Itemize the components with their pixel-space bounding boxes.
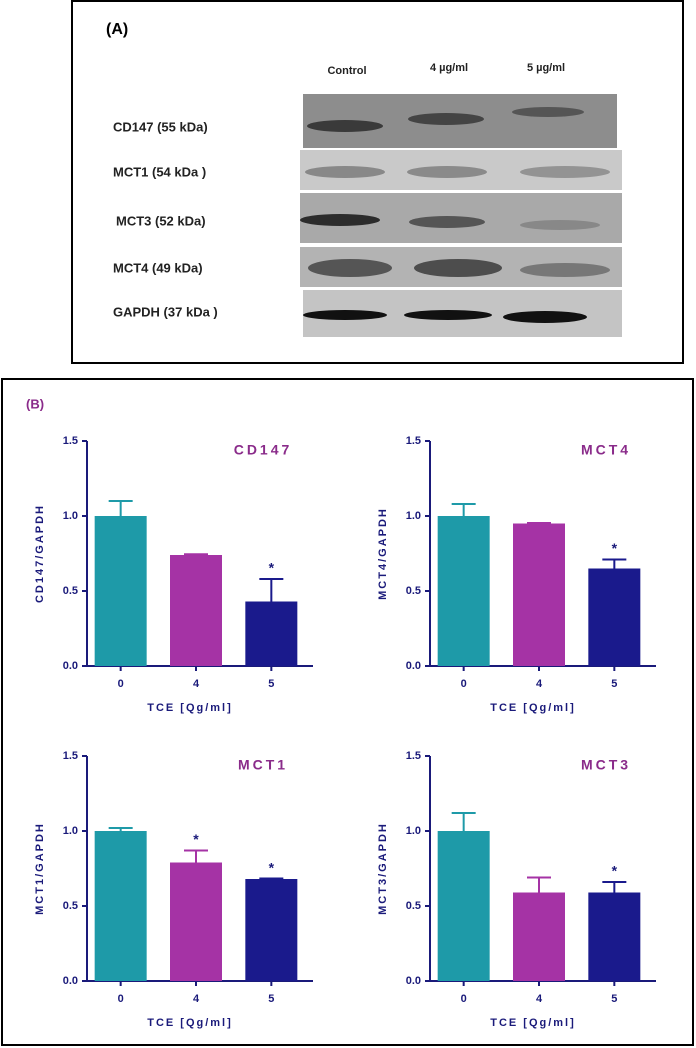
y-axis-title: MCT4/GAPDH [377,507,389,600]
bar [588,892,641,981]
x-tick-label: 4 [536,678,543,690]
x-axis-title: TCE [Qg/ml] [147,702,233,714]
x-tick-label: 5 [268,993,274,1005]
x-tick-label: 4 [193,993,200,1005]
chart-title: CD147 [234,442,293,458]
y-tick-label: 1.5 [63,750,78,762]
y-tick-label: 0.0 [63,660,78,672]
bar [245,879,298,981]
error-bar [451,503,476,516]
y-tick-label: 0.5 [406,585,421,597]
bar [437,516,490,666]
y-tick-label: 1.5 [63,435,78,447]
y-tick-label: 0.5 [406,900,421,912]
significance-mark: * [612,863,618,879]
chart-title: MCT3 [581,757,631,773]
x-tick-label: 5 [611,678,617,690]
significance-mark: * [193,831,199,847]
error-bar [602,558,627,569]
row-label: CD147 (55 kDa) [113,119,208,134]
y-tick-label: 1.5 [406,750,421,762]
x-tick-label: 0 [461,678,467,690]
lane-label: 5 µg/ml [527,62,565,74]
y-tick-label: 1.0 [63,825,78,837]
y-tick-label: 0.5 [63,900,78,912]
row-label: MCT1 (54 kDa ) [113,164,206,179]
significance-mark: * [269,560,275,576]
panel-b-label: (B) [26,396,44,411]
y-tick-label: 0.5 [63,585,78,597]
bar [94,831,147,981]
lane-label: 4 µg/ml [430,62,468,74]
row-label: MCT4 (49 kDa) [113,260,203,275]
chart-title: MCT4 [581,442,631,458]
x-tick-label: 4 [536,993,543,1005]
x-axis-title: TCE [Qg/ml] [490,702,576,714]
bar [437,831,490,981]
y-tick-label: 1.0 [63,510,78,522]
y-axis-title: MCT1/GAPDH [34,822,46,915]
x-tick-label: 5 [268,678,274,690]
y-axis-title: CD147/GAPDH [34,504,46,603]
y-tick-label: 1.5 [406,435,421,447]
y-tick-label: 0.0 [406,660,421,672]
bar [94,516,147,666]
error-bar [184,849,208,863]
y-tick-label: 1.0 [406,510,421,522]
y-tick-label: 1.0 [406,825,421,837]
error-bar [602,881,627,893]
error-bar [184,553,208,556]
bar [588,568,641,666]
row-label: GAPDH (37 kDa ) [113,304,218,319]
x-axis-title: TCE [Qg/ml] [147,1017,233,1029]
panel-a-label: (A) [106,21,128,38]
error-bar [108,827,133,831]
y-tick-label: 0.0 [406,975,421,987]
error-bar [527,876,551,893]
lane-label: Control [327,65,366,77]
x-axis-title: TCE [Qg/ml] [490,1017,576,1029]
significance-mark: * [269,859,275,875]
significance-mark: * [612,540,618,556]
bar [513,892,565,981]
x-tick-label: 5 [611,993,617,1005]
row-label: MCT3 (52 kDa) [116,213,206,228]
error-bar [259,578,284,602]
blot [300,94,622,337]
x-tick-label: 4 [193,678,200,690]
bar [170,862,222,981]
error-bar [451,812,476,831]
y-axis-title: MCT3/GAPDH [377,822,389,915]
panel-a-frame [71,0,684,364]
bar [513,523,565,666]
error-bar [108,500,133,516]
chart-title: MCT1 [238,757,288,773]
bar [245,601,298,666]
x-tick-label: 0 [118,993,124,1005]
bar [170,555,222,666]
y-tick-label: 0.0 [63,975,78,987]
x-tick-label: 0 [461,993,467,1005]
panel-b-frame [1,378,694,1046]
x-tick-label: 0 [118,678,124,690]
